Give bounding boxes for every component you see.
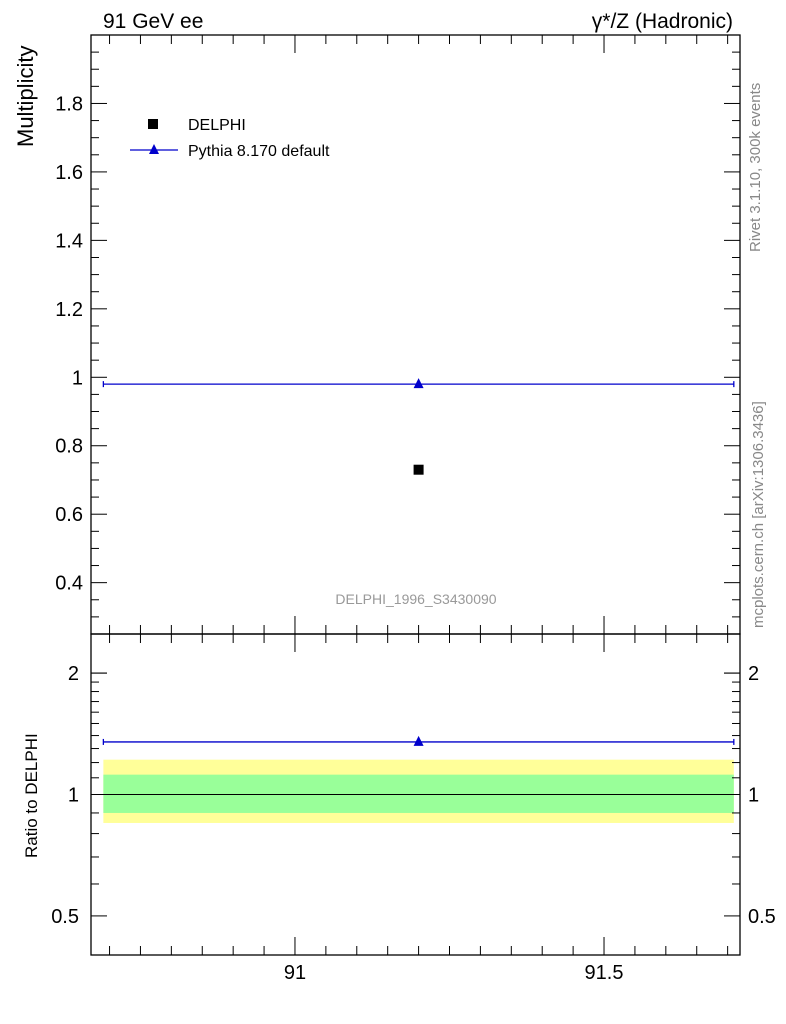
ratio-xtick-label: 91.5 [585, 962, 624, 984]
ratio-frame [90, 633, 741, 956]
main-panel: 0.4 0.6 0.8 1 1.2 1.4 1.6 1.8 DELPHI Pythia 8.1… [55, 34, 741, 635]
legend-pythia-label: Pythia 8.170 default [188, 143, 330, 160]
ratio-ytick-label-right: 2 [748, 663, 759, 685]
ratio-ytick-label: 0.5 [51, 906, 79, 928]
main-ytick-label: 1.2 [55, 299, 83, 321]
ratio-ytick-label: 1 [68, 785, 79, 807]
main-pythia-point [413, 378, 424, 389]
main-ytick-label: 1.4 [55, 230, 83, 252]
legend-delphi-marker [148, 119, 158, 129]
rivet-label: Rivet 3.1.10, 300k events [747, 83, 764, 252]
main-delphi-point [413, 464, 424, 475]
main-legend: DELPHI Pythia 8.170 default [130, 117, 330, 160]
ratio-ytick-label: 2 [68, 663, 79, 685]
ratio-panel: 0.5 0.5 1 1 2 2 91 91.5 [51, 633, 776, 984]
main-ytick-label: 0.4 [55, 573, 83, 595]
ratio-ytick-label-right: 0.5 [748, 906, 776, 928]
main-ytick-label: 0.8 [55, 436, 83, 458]
main-ytick-label: 1.6 [55, 162, 83, 184]
header-left: 91 GeV ee [103, 10, 203, 33]
ratio-pythia-point [413, 735, 424, 746]
main-ytick-label: 0.6 [55, 504, 83, 526]
source-label: mcplots.cern.ch [arXiv:1306.3436] [750, 401, 767, 628]
ratio-ytick-label-right: 1 [748, 785, 759, 807]
analysis-id: DELPHI_1996_S3430090 [335, 591, 496, 607]
ratio-xtick-label: 91 [284, 962, 306, 984]
ratio-ylabel: Ratio to DELPHI [22, 733, 41, 858]
main-ylabel: Multiplicity [13, 46, 38, 147]
ratio-stat-band [103, 774, 734, 813]
main-ytick-label: 1 [72, 367, 83, 389]
legend-pythia-marker [149, 144, 159, 154]
legend-delphi-label: DELPHI [188, 117, 246, 134]
header-right: γ*/Z (Hadronic) [592, 10, 733, 33]
main-ytick-label: 1.8 [55, 93, 83, 115]
